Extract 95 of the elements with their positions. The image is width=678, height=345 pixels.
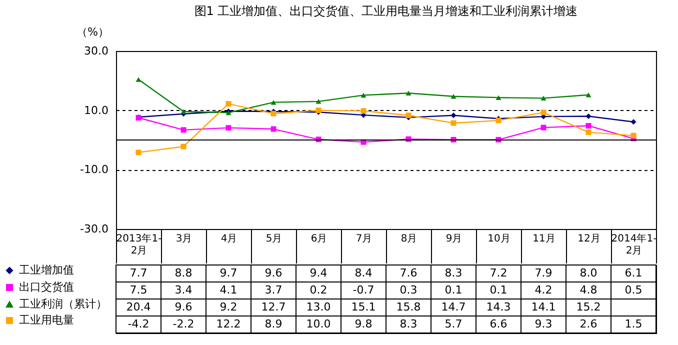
y-tick-label: 30.0 [84, 44, 108, 58]
data-label: 8.0 [580, 266, 598, 280]
point [586, 130, 592, 136]
point [540, 110, 546, 116]
point [136, 150, 142, 156]
x-tick-label: 4月 [220, 234, 238, 244]
data-label: 7.2 [490, 266, 508, 280]
x-tick-label: 9月 [446, 234, 462, 244]
data-label: 4.2 [534, 284, 552, 296]
point [406, 90, 412, 96]
point [540, 124, 546, 130]
point [226, 125, 232, 131]
data-label: 4.1 [220, 284, 238, 296]
point [586, 114, 592, 120]
data-label: 5.7 [444, 318, 462, 330]
data-label: 8.4 [354, 266, 372, 280]
data-label: 4.8 [580, 284, 598, 296]
data-label: 7.6 [400, 266, 418, 280]
data-label: -4.2 [128, 318, 150, 330]
data-label: 9.3 [534, 318, 552, 330]
point [450, 94, 456, 99]
data-label: 12.7 [261, 300, 286, 314]
data-label: 2.6 [580, 318, 598, 330]
point [360, 108, 366, 114]
point [496, 95, 502, 100]
data-label: 8.3 [400, 318, 418, 330]
point [270, 126, 276, 132]
point [630, 119, 636, 125]
data-label: 6.6 [490, 318, 508, 330]
x-tick-label: 12月 [578, 234, 600, 244]
legend-label: 工业用电量 [19, 314, 74, 326]
point [586, 123, 592, 128]
data-label: 7.9 [534, 266, 552, 280]
legend-label: 工业增加值 [19, 264, 74, 276]
x-tick-label: 3月 [176, 234, 192, 244]
data-label: 0.5 [624, 284, 642, 296]
x-tick-label: 7月 [356, 234, 372, 244]
chart-title: 图1 工业增加值、出口交货值、工业用电量当月增速和工业利润累计增速 [194, 4, 578, 18]
data-label: 9.6 [174, 300, 192, 314]
x-tick-label: 8月 [400, 234, 418, 244]
legend-label: 工业利润（累计） [19, 298, 107, 310]
x-tick-label: 5月 [266, 234, 282, 244]
point [360, 92, 366, 98]
x-tick-label: 6月 [310, 234, 328, 244]
data-label: 14.3 [486, 300, 511, 314]
y-tick-label: -30.0 [80, 222, 108, 236]
data-label: 20.4 [126, 300, 151, 314]
data-label: 7.7 [130, 266, 148, 280]
data-label: 15.8 [396, 300, 421, 314]
point [180, 109, 186, 114]
x-tick-label: 2014年1-2月 [611, 232, 658, 256]
x-tick-label: 11月 [532, 234, 556, 244]
point [630, 132, 636, 138]
data-label: -0.7 [352, 284, 374, 296]
data-label: 13.0 [306, 300, 331, 314]
y-tick-label: 10.0 [84, 104, 108, 117]
point [540, 96, 546, 101]
point [226, 101, 232, 107]
x-tick-label: 2013年1-2月 [116, 232, 162, 256]
point [180, 144, 186, 150]
data-label: 7.5 [130, 284, 148, 296]
data-label: 15.1 [351, 300, 376, 314]
data-label: 14.1 [531, 300, 556, 314]
data-label: 3.4 [174, 284, 192, 296]
data-label: 8.9 [264, 318, 282, 330]
y-tick-label: -10.0 [80, 163, 108, 176]
data-label: 3.7 [264, 284, 282, 296]
data-label: 8.8 [174, 266, 192, 280]
data-label: 0.1 [444, 284, 462, 296]
data-label: 9.8 [354, 318, 372, 330]
point [450, 112, 456, 118]
data-label: 15.2 [576, 300, 601, 314]
data-label: 10.0 [306, 318, 331, 330]
legend-label: 出口交货值 [19, 280, 74, 294]
data-label: -2.2 [172, 318, 194, 330]
data-label: 1.5 [624, 318, 642, 330]
data-label: 14.7 [441, 300, 466, 314]
data-label: 9.7 [220, 266, 238, 280]
data-label: 12.2 [216, 318, 241, 330]
point [586, 92, 592, 98]
data-label: 6.1 [624, 266, 642, 280]
y-axis-title: （%） [76, 26, 109, 38]
data-label: 9.6 [264, 266, 282, 280]
point [316, 99, 322, 104]
data-label: 0.3 [400, 284, 418, 296]
data-label: 0.2 [310, 284, 328, 296]
point [180, 127, 186, 133]
x-tick-label: 10月 [488, 234, 510, 244]
data-label: 9.4 [310, 266, 328, 280]
data-label: 8.3 [444, 266, 462, 280]
point [136, 77, 142, 82]
point [450, 120, 456, 126]
data-label: 0.1 [490, 284, 508, 296]
data-label: 9.2 [220, 300, 238, 314]
point [270, 100, 276, 105]
